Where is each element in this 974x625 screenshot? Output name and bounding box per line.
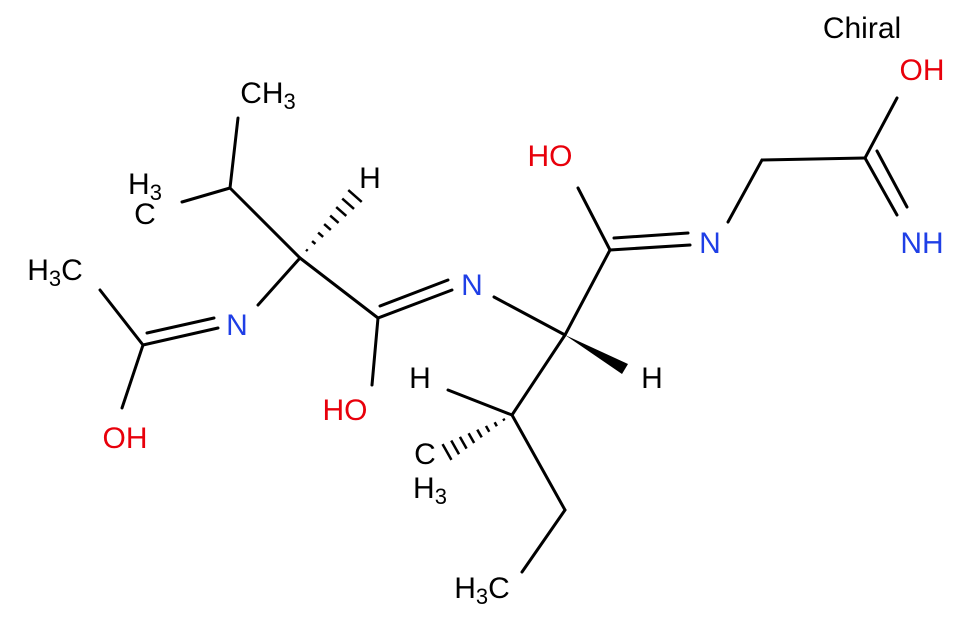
hash-line (484, 425, 491, 433)
atom-label: H3C (27, 254, 83, 291)
hash-line (317, 231, 324, 238)
atom-label: N (226, 309, 248, 342)
atom-label: N (461, 269, 483, 302)
atom-label: NH (900, 227, 943, 260)
bold-wedge (565, 335, 628, 374)
hash-line (493, 421, 498, 427)
stereo-wedges (305, 189, 628, 461)
hash-line (502, 418, 506, 422)
hash-line (335, 206, 348, 217)
atom-label: H (641, 362, 663, 395)
hash-line (467, 432, 476, 444)
hash-line (341, 197, 355, 210)
atom-label: H3C (454, 572, 510, 609)
chiral-label: Chiral (823, 12, 901, 45)
hash-line (329, 214, 340, 224)
hash-line (347, 189, 363, 203)
hash-line (476, 428, 483, 439)
hash-line (305, 248, 309, 252)
atom-label: OH (103, 422, 148, 455)
bonds (98, 96, 909, 574)
atom-label: HO (528, 140, 573, 173)
atom-label: N (699, 227, 721, 260)
hash-line (450, 439, 461, 455)
hash-line (441, 443, 453, 461)
atom-label: OH (900, 54, 945, 87)
hash-line (311, 240, 317, 245)
atom-label: HO (323, 394, 368, 427)
hash-line (458, 436, 468, 450)
atom-label: H (409, 362, 431, 395)
atom-label: CH3 (240, 77, 296, 114)
hash-line (323, 223, 332, 231)
atom-label: H (359, 162, 381, 195)
